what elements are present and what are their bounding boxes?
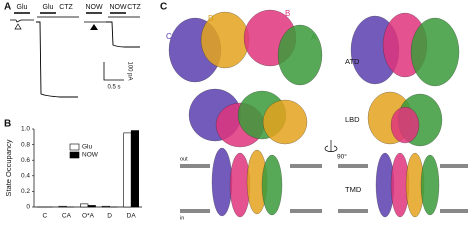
scale-label: 0.5 s xyxy=(107,85,120,91)
subunit-label: D xyxy=(208,14,214,23)
panel-label: A xyxy=(4,2,11,13)
rotation-label: 90° xyxy=(337,153,347,161)
legend-swatch xyxy=(69,151,80,159)
y-tick-label: 0 xyxy=(26,204,30,211)
trace-label: CTZ xyxy=(127,4,141,11)
figure: A B C Glu Glu CTZ NOW NOW CTZ 100 pA 0.5… xyxy=(4,2,468,221)
scale-bar xyxy=(103,62,124,81)
bar xyxy=(80,203,89,208)
trace-label: Glu xyxy=(17,4,28,11)
bar xyxy=(58,205,67,208)
x-tick-label: D xyxy=(107,213,112,220)
trace-label: Glu xyxy=(43,4,54,11)
panel-c: C D B A ATD LBD TMD 90° out in xyxy=(166,9,468,221)
y-tick-label: 0.8 xyxy=(21,141,30,148)
x-tick-label: O*A xyxy=(82,213,95,220)
structure-side xyxy=(168,9,323,218)
bar xyxy=(123,132,132,208)
ctz-bar xyxy=(108,16,140,18)
membrane-label: out xyxy=(180,156,188,162)
legend-swatch xyxy=(69,143,80,151)
trace-label: NOW xyxy=(109,4,127,11)
trace-label: NOW xyxy=(85,4,103,11)
bar xyxy=(101,205,110,208)
y-tick-label: 0.4 xyxy=(21,173,30,180)
legend-label: NOW xyxy=(82,152,99,159)
y-tick-label: 0.2 xyxy=(21,188,30,195)
legend-label: Glu xyxy=(82,144,93,151)
trace xyxy=(106,21,140,48)
x-tick-label: CA xyxy=(62,213,72,220)
x-tick-label: C xyxy=(42,213,47,220)
domain-label: TMD xyxy=(345,185,362,194)
structure-rotated xyxy=(350,12,460,218)
y-axis-label: State Occupancy xyxy=(4,139,13,196)
trace xyxy=(10,19,34,23)
panel-label: B xyxy=(4,119,11,130)
bar xyxy=(87,205,96,208)
panel-b: State Occupancy 0 0.2 0.4 0.6 0.8 1.0 C CA O*A D D… xyxy=(4,126,142,220)
scale-label: 100 pA xyxy=(126,61,132,80)
ctz-bar xyxy=(37,16,79,18)
domain-label: LBD xyxy=(345,115,360,124)
subunit-label: B xyxy=(285,9,290,18)
bar xyxy=(130,130,139,208)
marker xyxy=(14,23,22,30)
subunit-label: A xyxy=(311,33,317,42)
membrane xyxy=(180,164,468,213)
subunit-label: C xyxy=(166,32,172,41)
trace-label: CTZ xyxy=(59,4,73,11)
panel-a: Glu Glu CTZ NOW NOW CTZ 100 pA 0.5 s xyxy=(10,4,142,98)
domain-label: ATD xyxy=(345,57,360,66)
trace xyxy=(36,21,78,98)
y-tick-label: 0.6 xyxy=(21,157,30,164)
marker xyxy=(90,24,98,30)
x-tick-label: DA xyxy=(127,213,137,220)
membrane-label: in xyxy=(180,215,184,221)
panel-label: C xyxy=(160,2,167,13)
y-tick-label: 1.0 xyxy=(21,126,30,133)
